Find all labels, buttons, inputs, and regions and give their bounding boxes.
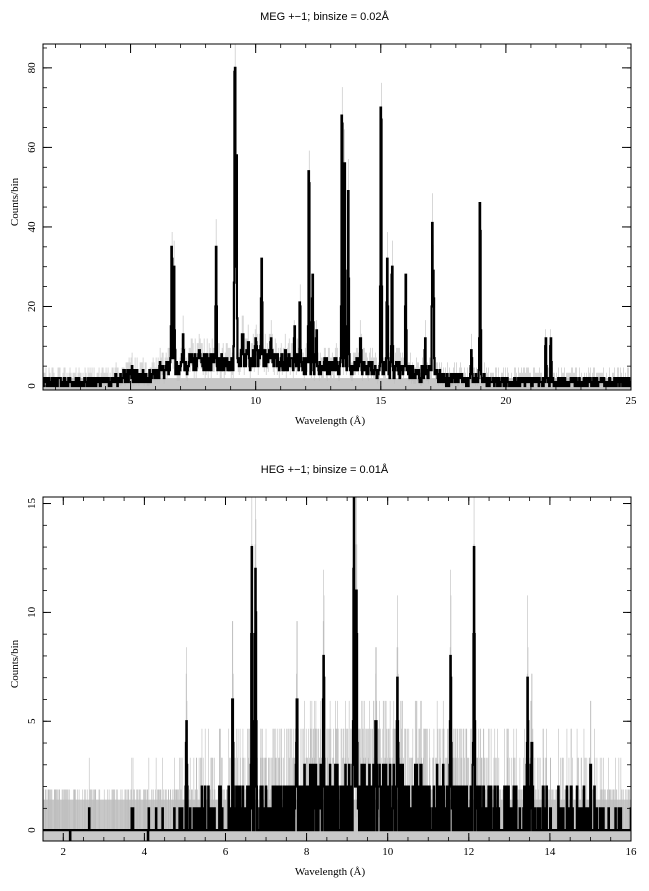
background-error-band <box>43 378 631 390</box>
x-tick-label: 2 <box>61 846 67 858</box>
y-tick-label: 40 <box>26 221 38 233</box>
x-tick-label: 6 <box>223 846 229 858</box>
plot-area <box>43 44 631 390</box>
y-tick-label: 10 <box>26 606 38 618</box>
y-tick-label: 80 <box>26 62 38 74</box>
y-tick-label: 15 <box>26 498 38 510</box>
plot-frame <box>42 496 632 842</box>
plot-frame <box>42 43 632 391</box>
y-axis-title: Counts/bin <box>9 639 21 688</box>
y-tick-label: 0 <box>26 827 38 833</box>
meg-chart-title: MEG +−1; binsize = 0.02Å <box>260 11 389 23</box>
x-tick-label: 12 <box>463 846 474 858</box>
y-tick-label: 0 <box>26 383 38 389</box>
x-tick-label: 15 <box>375 395 387 407</box>
error-bars <box>43 44 631 387</box>
y-tick-label: 5 <box>26 718 38 724</box>
meg-chart: 5 10 15 20 25 0 20 40 60 80 Wavelength (Å) Counts/b… <box>9 43 638 427</box>
x-tick-label: 25 <box>626 395 638 407</box>
spectrum-histogram <box>43 497 631 841</box>
x-tick-label: 8 <box>304 846 310 858</box>
x-axis-title: Wavelength (Å) <box>295 866 366 878</box>
x-tick-label: 14 <box>544 846 556 858</box>
x-tick-label: 16 <box>626 846 638 858</box>
y-tick-label: 60 <box>26 141 38 153</box>
spectrum-histogram <box>43 66 631 388</box>
heg-chart-title: HEG +−1; binsize = 0.01Å <box>260 464 389 476</box>
x-tick-label: 5 <box>128 395 134 407</box>
heg-chart: 2 4 6 8 10 12 14 16 0 5 10 15 Wavelength (Å) Counts/b… <box>9 496 638 878</box>
y-axis-title: Counts/bin <box>9 177 21 226</box>
x-tick-label: 4 <box>142 846 148 858</box>
x-tick-label: 20 <box>500 395 512 407</box>
y-tick-label: 20 <box>26 300 38 312</box>
x-tick-label: 10 <box>250 395 262 407</box>
x-axis-title: Wavelength (Å) <box>295 415 366 427</box>
x-tick-label: 10 <box>382 846 394 858</box>
plot-area <box>43 497 631 841</box>
